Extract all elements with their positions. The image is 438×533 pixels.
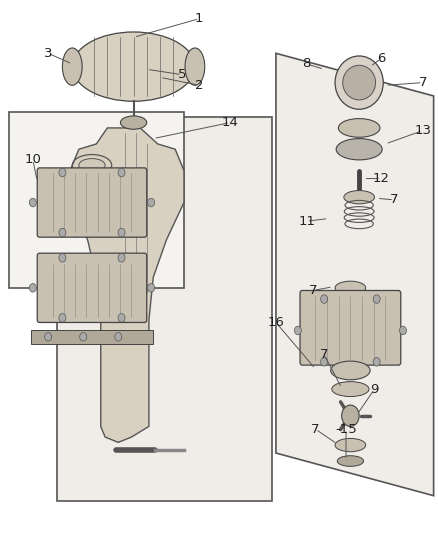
Text: 10: 10 <box>25 154 41 166</box>
Polygon shape <box>276 53 434 496</box>
FancyBboxPatch shape <box>300 290 401 365</box>
Text: 6: 6 <box>377 52 385 65</box>
Ellipse shape <box>120 116 147 130</box>
Ellipse shape <box>337 456 364 466</box>
Text: 7: 7 <box>390 193 399 206</box>
Circle shape <box>59 228 66 237</box>
Polygon shape <box>57 117 272 501</box>
Circle shape <box>29 284 36 292</box>
Ellipse shape <box>79 159 105 172</box>
Text: 8: 8 <box>302 58 311 70</box>
Ellipse shape <box>335 281 366 294</box>
Text: 7: 7 <box>418 76 427 89</box>
Circle shape <box>342 405 359 426</box>
Ellipse shape <box>62 48 82 85</box>
Circle shape <box>118 254 125 262</box>
Text: 1: 1 <box>195 12 204 25</box>
Circle shape <box>59 254 66 262</box>
Ellipse shape <box>331 361 370 379</box>
Circle shape <box>373 358 380 366</box>
Text: 14: 14 <box>222 116 238 129</box>
Ellipse shape <box>335 56 383 109</box>
Text: 13: 13 <box>414 124 431 137</box>
Text: 5: 5 <box>177 68 186 81</box>
Text: 12: 12 <box>373 172 389 185</box>
Circle shape <box>118 228 125 237</box>
Text: -15: -15 <box>335 423 357 435</box>
Ellipse shape <box>332 382 369 397</box>
Circle shape <box>294 326 301 335</box>
Ellipse shape <box>72 32 195 101</box>
Circle shape <box>399 326 406 335</box>
Ellipse shape <box>343 66 376 100</box>
Bar <box>31 330 153 344</box>
Circle shape <box>118 168 125 177</box>
Text: 16: 16 <box>268 316 284 329</box>
Text: 9: 9 <box>370 383 379 395</box>
Circle shape <box>45 333 52 341</box>
Circle shape <box>29 198 36 207</box>
Circle shape <box>80 333 87 341</box>
Ellipse shape <box>344 190 374 204</box>
Ellipse shape <box>338 119 380 137</box>
Ellipse shape <box>335 438 366 451</box>
Ellipse shape <box>336 139 382 160</box>
FancyBboxPatch shape <box>37 168 147 237</box>
Polygon shape <box>70 128 184 442</box>
Text: 7: 7 <box>320 348 328 361</box>
Bar <box>9 112 184 288</box>
Circle shape <box>118 313 125 322</box>
Text: 11: 11 <box>298 215 315 228</box>
FancyBboxPatch shape <box>37 253 147 322</box>
Circle shape <box>59 168 66 177</box>
Circle shape <box>148 198 155 207</box>
Circle shape <box>321 295 328 303</box>
Text: 7: 7 <box>311 423 320 435</box>
Circle shape <box>59 313 66 322</box>
Circle shape <box>321 358 328 366</box>
Text: 3: 3 <box>44 47 53 60</box>
Circle shape <box>373 295 380 303</box>
Ellipse shape <box>185 48 205 85</box>
Text: 2: 2 <box>195 79 204 92</box>
Text: 7: 7 <box>309 284 318 297</box>
Circle shape <box>115 333 122 341</box>
Circle shape <box>148 284 155 292</box>
